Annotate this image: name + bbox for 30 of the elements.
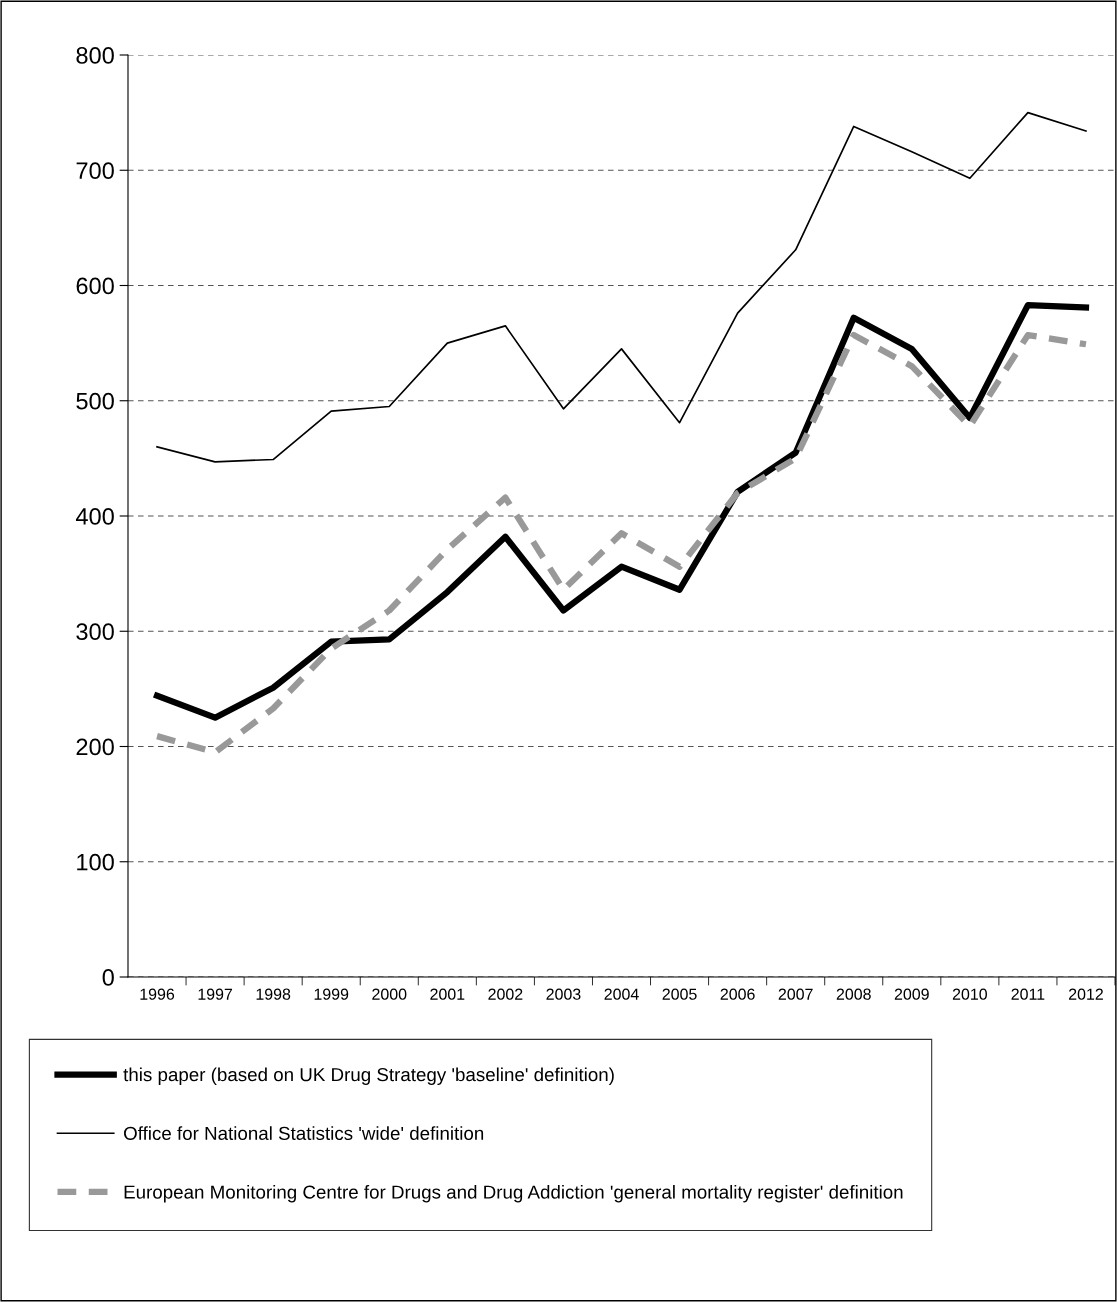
x-tick-label: 1996 [140,988,175,1000]
y-tick-label: 800 [76,47,114,64]
x-tick-label: 2001 [430,988,465,1000]
x-tick-label: 2003 [546,988,581,1000]
y-tick-label: 700 [76,162,114,180]
y-tick-label: 100 [77,853,114,871]
x-tick-label: 2009 [894,988,929,1000]
x-tick-label: 1997 [198,988,233,1000]
x-tick-label: 2002 [488,988,523,1000]
x-tick-label: 2008 [836,988,871,1000]
x-tick-label: 2012 [1069,988,1103,1000]
x-tick-label: 2000 [372,988,407,1000]
y-tick-label: 300 [76,623,114,641]
y-tick-label: 200 [76,738,114,756]
x-tick-label: 1998 [256,988,291,1000]
legend-label: European Monitoring Centre for Drugs and Drug Addiction 'general mortality register' definition [124,1184,903,1203]
legend-label: this paper (based on UK Drug Strategy 'baseline' definition) [123,1067,614,1085]
line-series [156,111,1087,463]
x-tick-label: 2006 [720,988,755,1000]
y-tick-label: 600 [76,277,114,295]
x-tick-label: 2011 [1011,988,1045,1000]
x-tick-label: 2010 [952,988,987,1000]
legend-label: Office for National Statistics 'wide' definition [124,1126,484,1140]
y-tick-label: 0 [102,969,114,986]
y-tick-label: 500 [76,392,114,410]
x-tick-label: 2007 [778,988,813,1000]
x-tick-label: 2005 [662,988,697,1000]
y-tick-label: 400 [75,508,114,525]
x-tick-label: 1999 [314,988,349,1000]
x-tick-label: 2004 [604,988,639,1000]
